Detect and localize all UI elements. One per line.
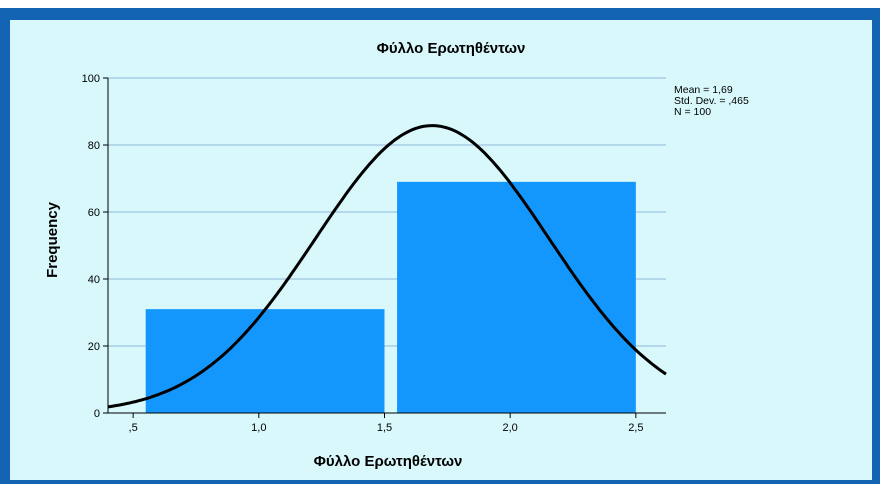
y-tick-label: 100 xyxy=(82,73,100,85)
histogram-bar xyxy=(397,181,636,413)
y-axis-title: Frequency xyxy=(44,201,61,278)
y-tick-label: 20 xyxy=(88,341,100,353)
stats-n: N = 100 xyxy=(674,106,711,118)
x-tick-label: ,5 xyxy=(129,422,138,434)
normal-curve-layer xyxy=(107,124,667,409)
y-tick-label: 80 xyxy=(88,140,100,152)
normal-curve xyxy=(107,124,667,409)
stats-mean: Mean = 1,69 xyxy=(674,84,733,96)
chart-title: Φύλλο Ερωτηθέντων xyxy=(377,40,526,57)
tick-labels: 0 20 40 60 80 100 ,5 1,0 1,5 2,0 2,5 xyxy=(82,73,644,434)
y-tick-label: 60 xyxy=(88,207,100,219)
x-axis-title: Φύλλο Ερωτηθέντων xyxy=(314,453,463,470)
x-tick-label: 2,0 xyxy=(503,422,518,434)
x-tick-label: 1,0 xyxy=(251,422,266,434)
x-tick-label: 1,5 xyxy=(377,422,392,434)
histogram-bar xyxy=(145,309,385,413)
y-tick-label: 0 xyxy=(94,408,100,420)
y-tick-label: 40 xyxy=(88,274,100,286)
x-tick-label: 2,5 xyxy=(628,422,643,434)
axes xyxy=(103,77,666,418)
bars xyxy=(145,181,636,413)
stats-std-dev: Std. Dev. = ,465 xyxy=(674,95,749,107)
stats-legend: Mean = 1,69 Std. Dev. = ,465 N = 100 xyxy=(674,84,749,118)
